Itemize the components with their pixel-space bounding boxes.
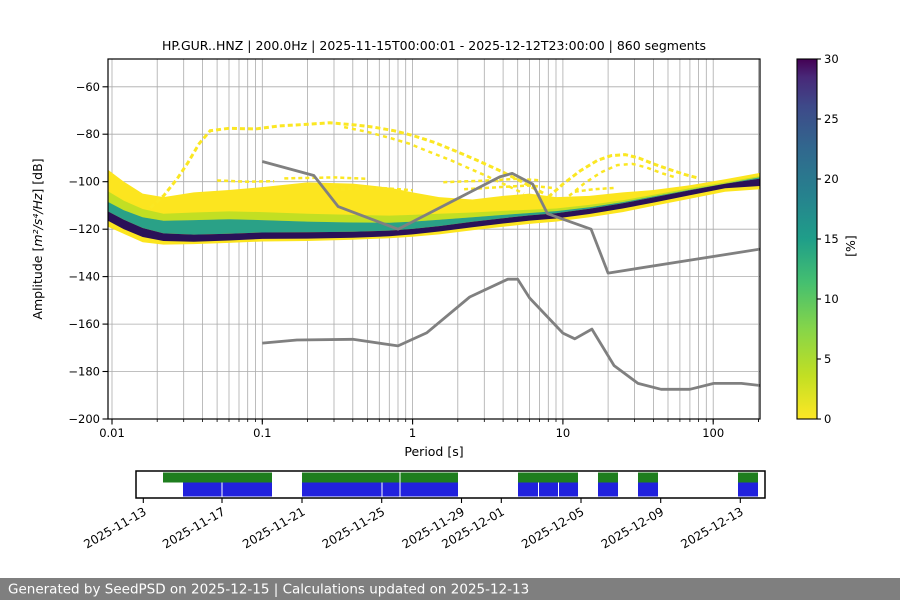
availability-blue-segment <box>638 482 658 497</box>
availability-date-label: 2025-12-05 <box>519 504 586 551</box>
x-tick-label: 100 <box>702 426 724 440</box>
availability-date-label: 2025-12-13 <box>678 504 745 551</box>
colorbar-swatch <box>796 58 818 420</box>
ppsd-arc-streak-6 <box>217 179 275 183</box>
availability-green-segment <box>738 472 758 483</box>
y-tick-label: −120 <box>68 222 100 236</box>
availability-date-label: 2025-11-21 <box>240 504 307 551</box>
ppsd-arc-long-period-hump-2 <box>568 162 678 197</box>
ppsd-arc-long-period-hump <box>547 153 699 199</box>
y-tick-label: −60 <box>76 80 100 94</box>
availability-green-segment <box>302 472 400 483</box>
colorbar-tick-label: 15 <box>824 232 839 246</box>
footer-background <box>0 578 900 600</box>
colorbar-tick-label: 30 <box>824 52 839 66</box>
peterson-noise-models <box>261 160 760 391</box>
ppsd-arc-high-amplitude-arc <box>149 121 545 209</box>
ppsd-arc-streak-2 <box>333 186 413 192</box>
plot-title: HP.GUR..HNZ | 200.0Hz | 2025-11-15T00:00… <box>162 38 706 53</box>
ppsd-density-cloud <box>108 121 760 245</box>
colorbar-tick-label: 0 <box>824 412 831 426</box>
availability-timeline: 2025-11-13 2025-11-17 2025-11-21 2025-11-25… <box>81 470 766 551</box>
availability-green-segment <box>598 472 618 483</box>
colorbar-tick-label: 25 <box>824 112 839 126</box>
ppsd-arc-high-amplitude-arc-2 <box>343 125 525 195</box>
axes-frame: 0.01 0.1 1 10 100 −60 −80 −100 −120 −140 −160 −180 −… <box>68 58 761 440</box>
colorbar-tick-label: 20 <box>824 172 839 186</box>
availability-blue-segment <box>518 482 538 497</box>
availability-date-label: 2025-12-09 <box>599 504 666 551</box>
y-tick-label: −180 <box>68 365 100 379</box>
y-axis-label: Amplitude [m²/s⁴/Hz] [dB] <box>30 158 45 319</box>
availability-date-label: 2025-11-13 <box>81 504 148 551</box>
nhnm-line <box>261 160 760 275</box>
y-tick-label: −160 <box>68 317 100 331</box>
colorbar-label: [%] <box>843 235 858 257</box>
availability-blue-segment <box>302 482 382 497</box>
y-tick-label: −140 <box>68 270 100 284</box>
availability-green-segment <box>638 472 658 483</box>
availability-blue-segment <box>539 482 558 497</box>
nlnm-line <box>262 277 760 391</box>
ppsd-arc-streak-4 <box>464 184 553 191</box>
x-tick-label: 0.1 <box>253 426 271 440</box>
availability-blue-segment <box>222 482 272 497</box>
ppsd-arc-streak-1 <box>284 176 368 181</box>
plot-border <box>107 58 761 420</box>
y-tick-label: −200 <box>68 412 100 426</box>
availability-blue-segment <box>400 482 458 497</box>
availability-blue-segment <box>382 482 400 497</box>
ppsd-arc-streak-3 <box>443 177 540 184</box>
availability-green-segment <box>518 472 578 483</box>
colorbar-tick-label: 5 <box>824 352 831 366</box>
availability-blue-segment <box>738 482 758 497</box>
colorbar-tick-label: 10 <box>824 292 839 306</box>
ppsd-band-yellowgreen-band <box>108 176 760 223</box>
availability-blue-segment <box>598 482 618 497</box>
availability-date-label: 2025-11-25 <box>320 504 387 551</box>
y-tick-label: −100 <box>68 175 100 189</box>
availability-green-segment <box>400 472 458 483</box>
y-tick-label: −80 <box>76 127 100 141</box>
x-tick-label: 0.01 <box>99 426 125 440</box>
footer-text: Generated by SeedPSD on 2025-12-15 | Cal… <box>8 582 529 598</box>
ppsd-band-dark-mode-band <box>108 178 760 242</box>
x-axis-label: Period [s] <box>404 444 463 459</box>
footer-bar: Generated by SeedPSD on 2025-12-15 | Cal… <box>0 578 900 600</box>
ppsd-band-teal-band <box>108 177 760 235</box>
availability-date-label: 2025-11-17 <box>160 504 227 551</box>
availability-green-segment <box>163 472 272 483</box>
colorbar: 0 5 10 15 20 25 30 <box>796 52 839 426</box>
availability-blue-segment <box>183 482 222 497</box>
x-tick-label: 10 <box>556 426 571 440</box>
availability-blue-segment <box>559 482 578 497</box>
x-tick-label: 1 <box>409 426 416 440</box>
